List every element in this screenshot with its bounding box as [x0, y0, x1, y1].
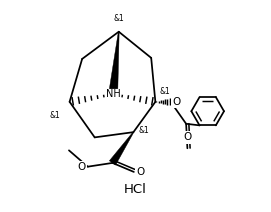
Text: HCl: HCl: [124, 183, 147, 195]
Text: &1: &1: [138, 126, 149, 135]
Text: O: O: [172, 97, 180, 107]
Text: O: O: [183, 132, 192, 142]
Polygon shape: [108, 32, 119, 95]
Text: &1: &1: [160, 87, 171, 96]
Text: &1: &1: [50, 111, 61, 120]
Text: O: O: [78, 162, 86, 172]
Text: NH: NH: [106, 89, 121, 99]
Polygon shape: [109, 132, 134, 165]
Text: O: O: [136, 167, 145, 177]
Text: &1: &1: [113, 14, 124, 23]
